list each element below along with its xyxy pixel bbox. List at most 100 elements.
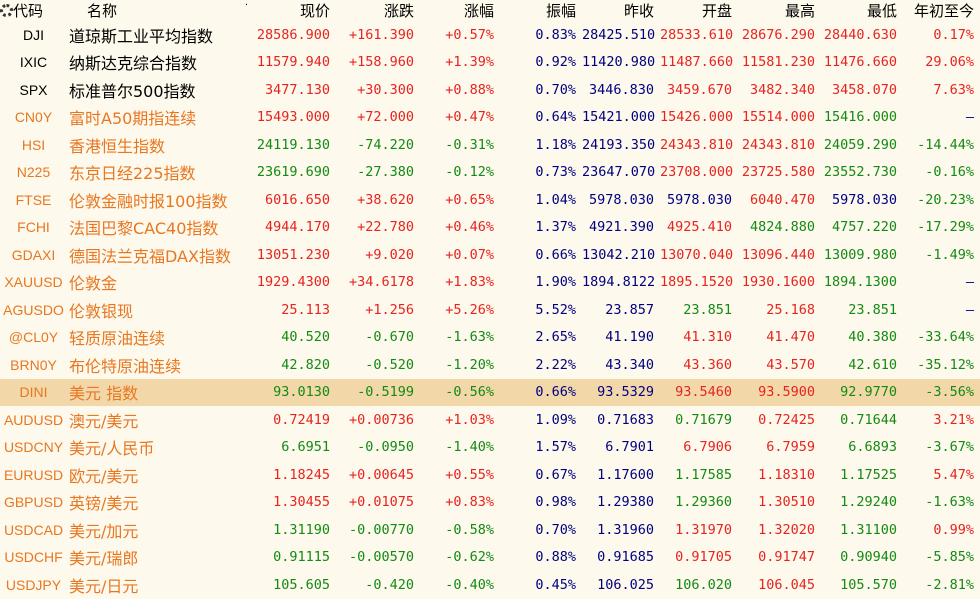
prev-close-cell: 28425.510 [582, 26, 656, 43]
header-open[interactable]: 开盘 [701, 2, 732, 20]
instrument-code: USDJPY [5, 576, 62, 593]
open-cell: 1.17585 [675, 466, 732, 483]
prev-close-cell: 93.5329 [582, 378, 660, 406]
table-row[interactable]: HSI 香港恒生指数 24119.130 -74.220 -0.31% 1.18% 2419… [0, 131, 980, 159]
table-row[interactable]: USDCNY 美元/人民币 6.6951 -0.0950 -1.40% 1.57% 6.79… [0, 434, 980, 462]
header-high[interactable]: 最高 [784, 2, 815, 20]
instrument-name: 美元/日元 [69, 576, 139, 596]
open-cell: 6.7906 [683, 439, 732, 456]
table-row[interactable]: AGUSDO 伦敦银现 25.113 +1.256 +5.26% 5.52% 23.857 2… [0, 296, 980, 324]
low-cell: 1894.1300 [823, 274, 897, 291]
open-cell: 0.91705 [675, 549, 732, 566]
amplitude-cell: 2.65% [535, 329, 576, 346]
header-change-pct[interactable]: 涨幅 [463, 2, 494, 20]
table-row[interactable]: USDCAD 美元/加元 1.31190 -0.00770 -0.58% 0.70% 1.3… [0, 516, 980, 544]
instrument-name: 法国巴黎CAC40指数 [69, 219, 219, 239]
low-cell: 1.31100 [840, 521, 897, 538]
price-cell: 6016.650 [264, 191, 330, 208]
table-row[interactable]: BRN0Y 布伦特原油连续 42.820 -0.520 -1.20% 2.22% 43.34… [0, 351, 980, 379]
table-row[interactable]: XAUUSD 伦敦金 1929.4300 +34.6178 +1.83% 1.90% 189… [0, 269, 980, 297]
amplitude-cell: 0.66% [535, 246, 576, 263]
amplitude-cell: 1.09% [535, 411, 576, 428]
amplitude-cell: 1.18% [535, 136, 576, 153]
amplitude-cell: 0.98% [535, 494, 576, 511]
change-pct-cell: +1.03% [445, 411, 494, 428]
amplitude-cell: 1.90% [535, 274, 576, 291]
instrument-code: GBPUSD [3, 494, 64, 511]
instrument-name: 富时A50期指连续 [69, 109, 197, 129]
high-cell: 6040.470 [749, 191, 815, 208]
gear-icon[interactable] [0, 4, 13, 17]
high-cell: 41.470 [766, 329, 815, 346]
low-cell: 28440.630 [823, 26, 897, 43]
change-cell: -27.380 [357, 164, 414, 181]
header-prev-close[interactable]: 昨收 [623, 2, 654, 20]
price-cell: 1.31190 [273, 521, 330, 538]
table-row[interactable]: USDCHF 美元/瑞郎 0.91115 -0.00570 -0.62% 0.88% 0.9… [0, 544, 980, 572]
instrument-code: DJI [23, 26, 44, 43]
instrument-code: FCHI [17, 219, 50, 236]
header-ytd[interactable]: 年初至今 [913, 2, 974, 20]
open-cell: 23708.000 [660, 164, 734, 181]
high-cell: 1.32020 [758, 521, 815, 538]
high-cell: 0.91747 [758, 549, 815, 566]
table-row[interactable]: USDJPY 美元/日元 105.605 -0.420 -0.40% 0.45% 106.0… [0, 571, 980, 599]
instrument-name: 澳元/美元 [69, 411, 139, 431]
table-row[interactable]: CN0Y 富时A50期指连续 15493.000 +72.000 +0.47% 0.64%… [0, 104, 980, 132]
open-cell: 3459.670 [666, 81, 732, 98]
prev-close-cell: 11420.980 [582, 54, 656, 71]
prev-close-cell: 0.91685 [597, 549, 654, 566]
open-cell: 93.5460 [660, 378, 738, 406]
prev-close-cell: 13042.210 [582, 246, 656, 263]
header-amplitude[interactable]: 振幅 [545, 2, 576, 20]
instrument-name: 美元/瑞郎 [69, 549, 139, 569]
change-cell: +1.256 [365, 301, 414, 318]
header-price[interactable]: 现价 [299, 2, 330, 20]
table-row[interactable]: IXIC 纳斯达克综合指数 11579.940 +158.960 +1.39% 0.92%… [0, 49, 980, 77]
header-name[interactable]: 名称 · [67, 0, 252, 21]
open-cell: 13070.040 [660, 246, 734, 263]
instrument-name: 伦敦银现 [69, 301, 134, 321]
ytd-cell: -3.56% [903, 378, 980, 406]
table-row[interactable]: DINI 美元 指数 93.0130 -0.5199 -0.56% 0.66% 93.532… [0, 378, 980, 406]
instrument-name: 东京日经225指数 [69, 164, 196, 184]
price-cell: 24119.130 [256, 136, 330, 153]
table-row[interactable]: SPX 标准普尔500指数 3477.130 +30.300 +0.88% 0.70% 34… [0, 76, 980, 104]
change-cell: +9.020 [365, 246, 414, 263]
table-row[interactable]: @CL0Y 轻质原油连续 40.520 -0.670 -1.63% 2.65% 41.190… [0, 324, 980, 352]
price-cell: 25.113 [281, 301, 330, 318]
instrument-code: EURUSD [3, 466, 64, 483]
low-cell: 0.90940 [840, 549, 897, 566]
high-cell: 1.18310 [758, 466, 815, 483]
table-row[interactable]: GDAXI 德国法兰克福DAX指数 13051.230 +9.020 +0.07% 0.6… [0, 241, 980, 269]
change-pct-cell: -0.58% [445, 521, 494, 538]
amplitude-cell: 0.70% [535, 81, 576, 98]
header-low[interactable]: 最低 [866, 2, 897, 20]
amplitude-cell: 5.52% [535, 301, 576, 318]
instrument-name: 布伦特原油连续 [69, 356, 182, 376]
change-pct-cell: -0.31% [445, 136, 494, 153]
table-row[interactable]: FCHI 法国巴黎CAC40指数 4944.170 +22.780 +0.46% 1.37… [0, 214, 980, 242]
low-cell: 6.6893 [848, 439, 897, 456]
high-cell: 43.570 [766, 356, 815, 373]
price-cell: 23619.690 [256, 164, 330, 181]
change-pct-cell: +1.83% [445, 274, 494, 291]
change-pct-cell: +1.39% [445, 54, 494, 71]
low-cell: 15416.000 [823, 109, 897, 126]
table-row[interactable]: FTSE 伦敦金融时报100指数 6016.650 +38.620 +0.65% 1.04… [0, 186, 980, 214]
table-row[interactable]: N225 东京日经225指数 23619.690 -27.380 -0.12% 0.73%… [0, 159, 980, 187]
table-row[interactable]: EURUSD 欧元/美元 1.18245 +0.00645 +0.55% 0.67% 1.1… [0, 461, 980, 489]
table-row[interactable]: GBPUSD 英镑/美元 1.30455 +0.01075 +0.83% 0.98% 1.2… [0, 489, 980, 517]
header-code[interactable]: 代码 [0, 0, 67, 21]
table-row[interactable]: AUDUSD 澳元/美元 0.72419 +0.00736 +1.03% 1.09% 0.7… [0, 406, 980, 434]
prev-close-cell: 23647.070 [582, 164, 656, 181]
header-change[interactable]: 涨跌 [383, 2, 414, 20]
high-cell: 13096.440 [741, 246, 815, 263]
instrument-name: 标准普尔500指数 [69, 81, 196, 101]
table-row[interactable]: DJI 道琼斯工业平均指数 28586.900 +161.390 +0.57% 0.83%… [0, 21, 980, 49]
change-cell: +161.390 [348, 26, 414, 43]
amplitude-cell: 0.67% [535, 466, 576, 483]
amplitude-cell: 1.57% [535, 439, 576, 456]
ytd-cell: -0.16% [925, 164, 974, 181]
high-cell: 15514.000 [741, 109, 815, 126]
